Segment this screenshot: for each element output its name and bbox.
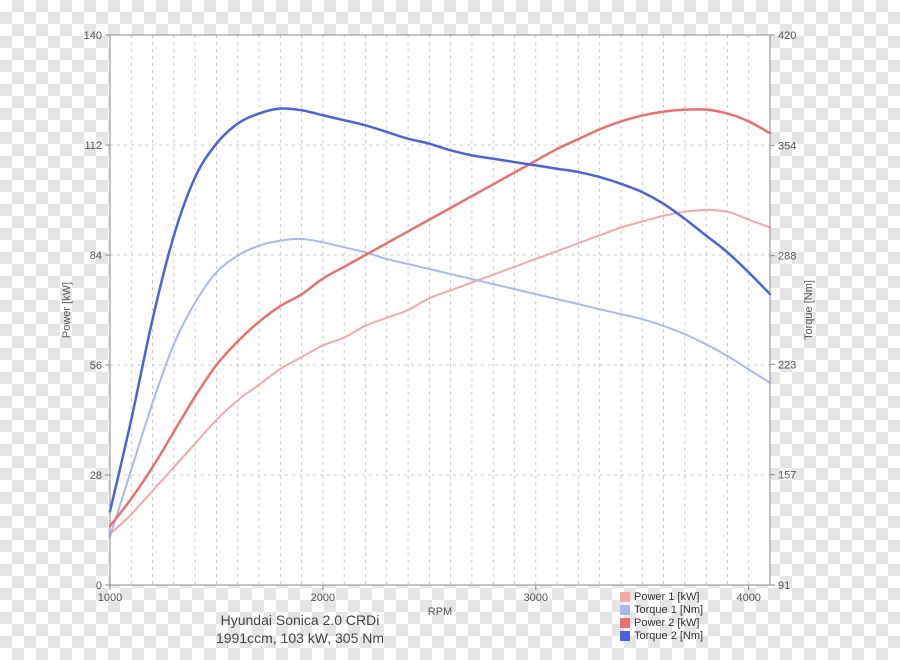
y-left-tick-label: 140 <box>84 30 102 42</box>
y-right-tick-label: 288 <box>778 251 796 263</box>
legend-label: Torque 1 [Nm] <box>634 604 703 616</box>
y-right-tick-label: 223 <box>778 359 796 371</box>
y-left-tick-label: 112 <box>84 140 102 152</box>
x-tick-label: 3000 <box>524 592 548 604</box>
legend-label: Torque 2 [Nm] <box>634 630 703 642</box>
legend-swatch <box>620 592 630 602</box>
dyno-chart: 1000 2000 3000 4000 RPM 0 28 56 84 112 140 Power [k… <box>0 0 900 660</box>
legend-label: Power 1 [kW] <box>634 591 699 603</box>
x-tick-label: 1000 <box>98 592 122 604</box>
chart-caption-line2: 1991ccm, 103 kW, 305 Nm <box>216 630 384 646</box>
y-left-axis-label: Power [kW] <box>61 282 73 338</box>
plot-area <box>110 35 770 585</box>
legend-swatch <box>620 605 630 615</box>
legend-swatch <box>620 631 630 641</box>
y-left-tick-label: 28 <box>90 470 102 482</box>
x-tick-label: 2000 <box>311 592 335 604</box>
y-left-tick-label: 56 <box>90 360 102 372</box>
y-right-tick-label: 91 <box>778 580 790 592</box>
y-right-axis-label: Torque [Nm] <box>803 280 815 340</box>
x-tick-label: 4000 <box>736 592 760 604</box>
chart-caption-line1: Hyundai Sonica 2.0 CRDi <box>221 612 380 628</box>
y-right-tick-label: 157 <box>778 470 796 482</box>
legend-swatch <box>620 618 630 628</box>
x-axis-label: RPM <box>428 606 452 618</box>
y-right-tick-label: 420 <box>778 30 796 42</box>
y-left-tick-label: 84 <box>90 250 102 262</box>
legend-label: Power 2 [kW] <box>634 617 699 629</box>
chart-svg: 1000 2000 3000 4000 RPM 0 28 56 84 112 140 Power [k… <box>0 0 900 660</box>
y-right-tick-label: 354 <box>778 140 796 152</box>
y-left-tick-label: 0 <box>96 580 102 592</box>
